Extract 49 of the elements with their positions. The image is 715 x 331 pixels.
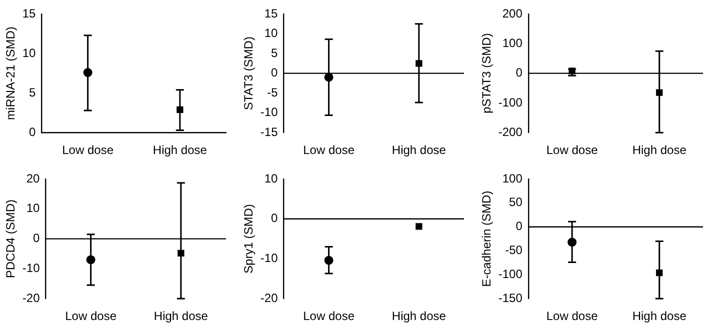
- y-tick-label: 10: [264, 171, 278, 186]
- y-tick-label: 0: [33, 231, 40, 246]
- y-tick-label: 0: [29, 124, 36, 139]
- y-tick-label: -100: [498, 95, 523, 110]
- y-tick-label: 0: [516, 66, 523, 80]
- x-tick-label: Low dose: [62, 143, 114, 158]
- y-tick-label: -20: [22, 290, 40, 305]
- y-tick-label: 100: [502, 36, 523, 50]
- y-axis-title: pSTAT3 (SMD): [480, 33, 494, 114]
- y-tick-label: -5: [267, 85, 278, 100]
- y-axis-title: Spry1 (SMD): [242, 204, 256, 274]
- y-tick-label: -100: [498, 266, 523, 281]
- y-tick-label: -10: [22, 261, 40, 276]
- x-tick-label: Low dose: [546, 143, 598, 158]
- y-tick-label: -10: [260, 251, 278, 266]
- x-tick-label: High dose: [632, 309, 687, 324]
- y-tick-label: 0: [271, 66, 278, 80]
- y-tick-label: -10: [260, 105, 278, 120]
- y-tick-label: 20: [26, 171, 40, 186]
- x-tick-label: Low dose: [303, 143, 355, 158]
- y-tick-label: 15: [264, 6, 278, 20]
- y-tick-label: 10: [26, 201, 40, 216]
- x-tick-label: High dose: [392, 143, 446, 158]
- y-tick-label: 10: [264, 26, 278, 40]
- y-axis-title: E-cadherin (SMD): [480, 190, 494, 287]
- x-tick-label: High dose: [632, 143, 687, 158]
- y-tick-label: 100: [502, 171, 523, 186]
- y-axis-title: PDCD4 (SMD): [4, 199, 18, 278]
- x-tick-label: Low dose: [303, 309, 355, 324]
- y-tick-label: 10: [22, 46, 36, 60]
- y-tick-label: -15: [260, 124, 278, 139]
- x-tick-label: Low dose: [546, 309, 598, 324]
- y-axis-title: STAT3 (SMD): [242, 36, 256, 110]
- x-tick-label: High dose: [154, 309, 208, 324]
- y-tick-label: 5: [271, 46, 278, 60]
- y-tick-label: -20: [260, 290, 278, 305]
- y-axis-title: miRNA-21 (SMD): [4, 26, 18, 120]
- y-tick-label: 0: [516, 219, 523, 234]
- y-tick-label: 50: [509, 195, 523, 210]
- y-tick-label: -150: [498, 290, 523, 305]
- y-tick-label: 5: [29, 85, 36, 100]
- y-tick-label: 15: [22, 6, 36, 20]
- x-tick-label: High dose: [152, 143, 208, 158]
- y-tick-label: -200: [498, 124, 523, 139]
- x-tick-label: High dose: [392, 309, 446, 324]
- y-tick-label: 0: [271, 211, 278, 226]
- y-tick-label: 200: [502, 6, 523, 20]
- y-tick-label: -50: [505, 243, 523, 258]
- x-tick-label: Low dose: [65, 309, 117, 324]
